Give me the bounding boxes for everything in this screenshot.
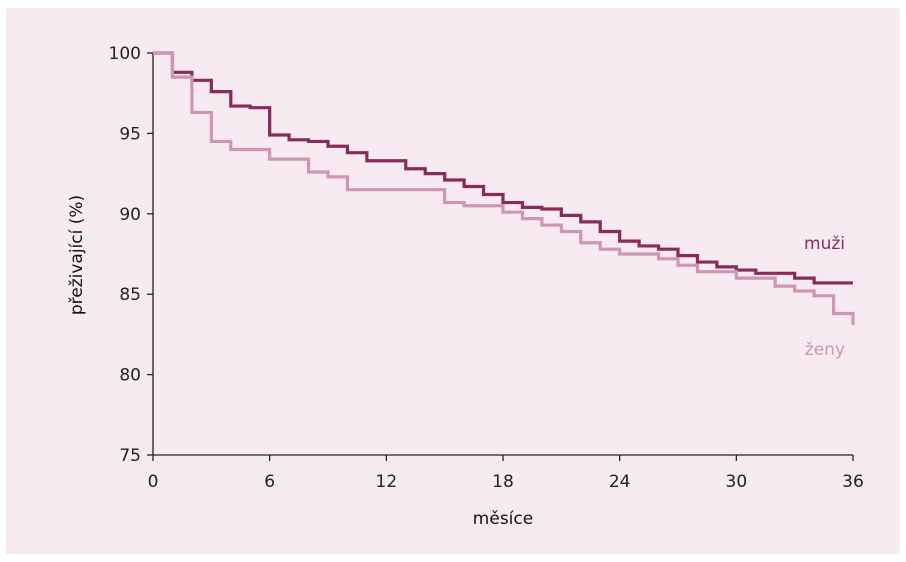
x-tick-label: 30 [726,472,748,492]
x-tick-label: 24 [609,472,631,492]
series-layer: muži ženy [153,51,855,360]
series-label-muzi: muži [804,234,845,254]
x-tick-label: 36 [842,472,864,492]
y-tick-label: 85 [119,285,141,305]
x-axis-title: měsíce [473,509,533,529]
x-tick-label: 12 [376,472,398,492]
y-tick-label: 80 [119,366,141,386]
series-label-zeny: ženy [805,340,845,360]
series-line-muzi [153,51,853,285]
y-tick-label: 90 [119,205,141,225]
chart-panel [6,8,900,554]
y-tick-label: 95 [119,124,141,144]
y-axis-title: přeživající (%) [67,195,87,315]
x-tick-label: 6 [264,472,275,492]
y-tick-label: 75 [119,446,141,466]
x-tick-label: 0 [148,472,159,492]
labels: měsíce přeživající (%) [67,195,533,529]
axes: 0 6 12 18 24 30 36 100 95 90 85 80 75 [109,44,864,492]
y-tick-label: 100 [109,44,141,64]
series-line-zeny [153,51,855,325]
x-tick-label: 18 [492,472,514,492]
